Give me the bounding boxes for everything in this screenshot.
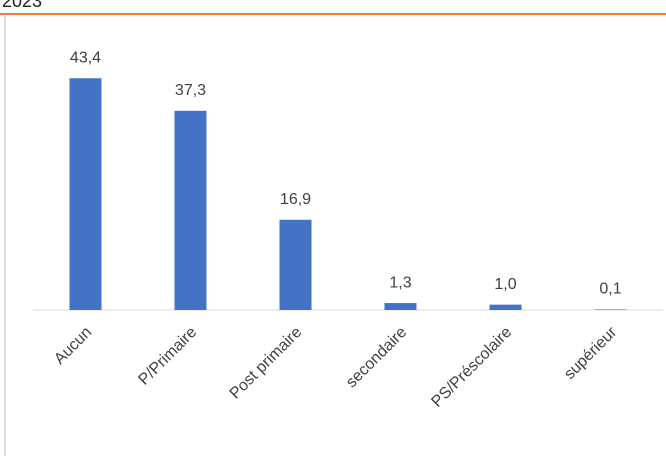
bar <box>174 110 207 311</box>
bar <box>279 219 312 310</box>
data-label: 0,1 <box>599 281 621 298</box>
data-label: 16,9 <box>280 191 311 208</box>
data-label: 1,3 <box>389 274 411 291</box>
bar <box>489 304 522 310</box>
chart-title: 2023 <box>2 0 42 11</box>
x-tick-label: PS/Préscolaire <box>428 324 515 411</box>
x-tick-label: Post primaire <box>227 324 306 403</box>
data-label: 37,3 <box>175 82 206 99</box>
x-tick-label: supérieur <box>561 323 621 383</box>
data-label: 1,0 <box>494 276 516 293</box>
bar <box>594 309 627 310</box>
bar <box>384 303 417 310</box>
x-tick-label: secondaire <box>343 324 410 391</box>
x-tick-label: P/Primaire <box>135 324 200 389</box>
bar <box>69 78 102 310</box>
x-tick-label: Aucun <box>51 324 95 368</box>
data-label: 43,4 <box>70 49 101 66</box>
